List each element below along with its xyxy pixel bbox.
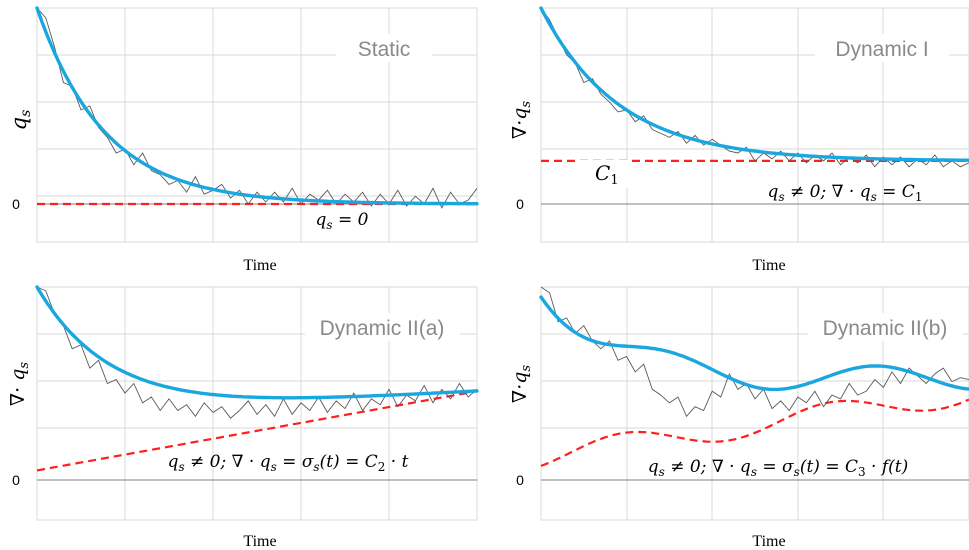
panel-static: Static 0 qs qs = 0 Time — [7, 6, 479, 274]
smooth-series — [35, 285, 479, 400]
panel-dynamic-iia: Dynamic II(a) 0 ∇· qs qs ≠ 0; ∇ · qs = σ… — [7, 285, 479, 550]
y-tick-zero: 0 — [12, 196, 20, 212]
title-background — [808, 313, 963, 341]
panel-dynamic-iib: Dynamic II(b) 0 ∇·qs qs ≠ 0; ∇ · qs = σs… — [509, 286, 969, 550]
x-axis-label: Time — [752, 257, 785, 274]
panel-dynamic-i: Dynamic I 0 ∇·qs C1 qs ≠ 0; ∇ · qs = C1 … — [509, 6, 969, 274]
annotation: qs ≠ 0; ∇ · qs = σs(t) = C2 · t — [168, 452, 409, 474]
smooth-series — [539, 295, 969, 392]
reference-line — [36, 390, 478, 472]
panel-title: Static — [358, 38, 411, 61]
noisy-series — [540, 7, 969, 168]
y-axis-label: ∇·qs — [509, 101, 534, 139]
noisy-series — [540, 286, 969, 418]
plot-frame — [36, 7, 478, 243]
x-axis-label: Time — [752, 533, 785, 550]
plot-frame — [36, 286, 478, 521]
noisy-series — [36, 7, 478, 209]
plot-frame — [540, 7, 969, 243]
y-tick-zero: 0 — [516, 196, 524, 212]
y-tick-zero: 0 — [12, 472, 20, 488]
x-axis-label: Time — [243, 533, 276, 550]
y-tick-zero: 0 — [516, 472, 524, 488]
title-background — [305, 313, 460, 341]
y-axis-label: ∇·qs — [509, 365, 534, 403]
annotation: qs = 0 — [316, 210, 369, 232]
title-background — [336, 34, 432, 62]
label-background — [580, 160, 628, 188]
annotation: qs ≠ 0; ∇ · qs = C1 — [768, 182, 923, 204]
x-axis-label: Time — [243, 257, 276, 274]
reference-line — [540, 398, 969, 467]
annotation: qs ≠ 0; ∇ · qs = σs(t) = C3 · f(t) — [648, 457, 908, 479]
panel-title: Dynamic II(b) — [823, 317, 948, 340]
plot-frame — [540, 286, 969, 521]
panel-title: Dynamic II(a) — [320, 317, 445, 340]
title-background — [815, 34, 949, 62]
y-axis-label: qs — [7, 110, 34, 131]
noisy-series — [36, 286, 478, 419]
smooth-series — [35, 6, 479, 206]
panel-title: Dynamic I — [835, 38, 928, 61]
smooth-series — [539, 6, 969, 162]
y-axis-label: ∇· qs — [7, 362, 32, 407]
